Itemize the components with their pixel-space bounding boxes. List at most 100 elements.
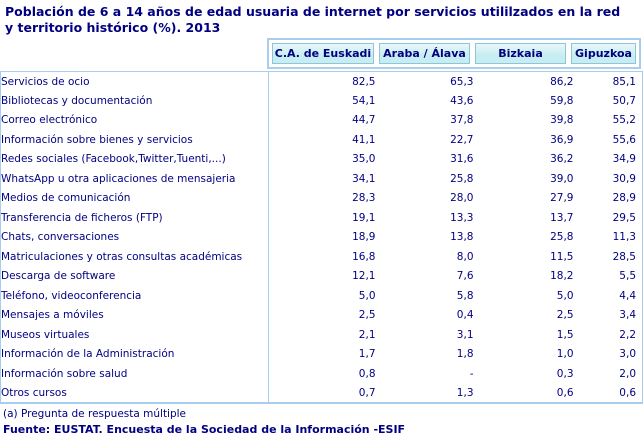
column-header-araba: Araba / Álava: [379, 43, 470, 64]
data-table: Servicios de ocio 82,5 65,3 86,2 85,1 Bi…: [0, 71, 643, 404]
row-label: Chats, conversaciones: [0, 227, 269, 247]
row-label: Bibliotecas y documentación: [0, 91, 269, 111]
value-cell: 5,8: [456, 289, 474, 302]
table-row: Transferencia de ficheros (FTP) 19,1 13,…: [0, 208, 643, 228]
value-cell: 34,1: [352, 172, 376, 185]
value-cell: -: [469, 367, 474, 380]
value-cell: 39,0: [550, 172, 574, 185]
value-cell: 0,6: [619, 386, 636, 399]
value-cell: 1,0: [556, 348, 574, 361]
row-label: Información de la Administración: [0, 344, 269, 364]
value-cell: 0,4: [456, 309, 474, 322]
value-cell: 39,8: [550, 114, 574, 127]
table-row: Descarga de software 12,1 7,6 18,2 5,5: [0, 266, 643, 286]
value-cell: 27,9: [550, 192, 574, 205]
value-cell: 30,9: [612, 172, 636, 185]
row-label: Medios de comunicación: [0, 188, 269, 208]
value-cell: 1,7: [358, 348, 376, 361]
value-cell: 5,0: [556, 289, 574, 302]
row-label: Transferencia de ficheros (FTP): [0, 208, 269, 228]
value-cell: 12,1: [352, 270, 376, 283]
value-cell: 2,0: [619, 367, 636, 380]
row-label: Redes sociales (Facebook,Twitter,Tuenti,…: [0, 149, 269, 169]
value-cell: 0,8: [358, 367, 376, 380]
table-row: Correo electrónico 44,7 37,8 39,8 55,2: [0, 110, 643, 130]
row-label: Otros cursos: [0, 383, 269, 403]
table-row: Información sobre bienes y servicios 41,…: [0, 130, 643, 150]
table-row: Museos virtuales 2,1 3,1 1,5 2,2: [0, 325, 643, 345]
value-cell: 16,8: [352, 250, 376, 263]
value-cell: 55,2: [612, 114, 636, 127]
value-cell: 1,8: [456, 348, 474, 361]
value-cell: 0,3: [556, 367, 574, 380]
row-label: Museos virtuales: [0, 325, 269, 345]
row-label: Información sobre salud: [0, 364, 269, 384]
table-row: Bibliotecas y documentación 54,1 43,6 59…: [0, 91, 643, 111]
row-label: Descarga de software: [0, 266, 269, 286]
page-title: Población de 6 a 14 años de edad usuaria…: [5, 4, 641, 36]
value-cell: 4,4: [619, 289, 636, 302]
value-cell: 86,2: [550, 75, 574, 88]
value-cell: 50,7: [612, 94, 636, 107]
value-cell: 13,3: [450, 211, 474, 224]
table-row: Medios de comunicación 28,3 28,0 27,9 28…: [0, 188, 643, 208]
table-row: Información de la Administración 1,7 1,8…: [0, 344, 643, 364]
value-cell: 31,6: [450, 153, 474, 166]
row-label: WhatsApp u otra aplicaciones de mensajer…: [0, 169, 269, 189]
value-cell: 25,8: [550, 231, 574, 244]
row-label: Mensajes a móviles: [0, 305, 269, 325]
column-header-gipuzkoa: Gipuzkoa: [571, 43, 636, 64]
value-cell: 55,6: [612, 133, 636, 146]
value-cell: 1,3: [456, 386, 474, 399]
value-cell: 18,2: [550, 270, 574, 283]
source-line: Fuente: EUSTAT. Encuesta de la Sociedad …: [3, 423, 406, 436]
table-row: Servicios de ocio 82,5 65,3 86,2 85,1: [0, 71, 643, 91]
value-cell: 59,8: [550, 94, 574, 107]
value-cell: 82,5: [352, 75, 376, 88]
table-row: Mensajes a móviles 2,5 0,4 2,5 3,4: [0, 305, 643, 325]
value-cell: 28,5: [612, 250, 636, 263]
value-cell: 28,0: [450, 192, 474, 205]
value-cell: 22,7: [450, 133, 474, 146]
territory-header-row: C.A. de Euskadi Araba / Álava Bizkaia Gi…: [267, 38, 641, 69]
value-cell: 2,1: [358, 328, 376, 341]
table-row: Matriculaciones y otras consultas académ…: [0, 247, 643, 267]
row-label: Teléfono, videoconferencia: [0, 286, 269, 306]
value-cell: 28,3: [352, 192, 376, 205]
value-cell: 44,7: [352, 114, 376, 127]
value-cell: 3,1: [456, 328, 474, 341]
value-cell: 43,6: [450, 94, 474, 107]
table-row: Otros cursos 0,7 1,3 0,6 0,6: [0, 383, 643, 403]
value-cell: 28,9: [612, 192, 636, 205]
value-cell: 41,1: [352, 133, 376, 146]
value-cell: 7,6: [456, 270, 474, 283]
row-label: Información sobre bienes y servicios: [0, 130, 269, 150]
row-label: Servicios de ocio: [0, 71, 269, 91]
value-cell: 0,7: [358, 386, 376, 399]
value-cell: 85,1: [612, 75, 636, 88]
value-cell: 5,5: [619, 270, 636, 283]
table-row: WhatsApp u otra aplicaciones de mensajer…: [0, 169, 643, 189]
value-cell: 36,2: [550, 153, 574, 166]
table-row: Redes sociales (Facebook,Twitter,Tuenti,…: [0, 149, 643, 169]
value-cell: 65,3: [450, 75, 474, 88]
value-cell: 18,9: [352, 231, 376, 244]
value-cell: 34,9: [612, 153, 636, 166]
value-cell: 11,3: [612, 231, 636, 244]
table-row: Teléfono, videoconferencia 5,0 5,8 5,0 4…: [0, 286, 643, 306]
value-cell: 2,2: [619, 328, 636, 341]
value-cell: 19,1: [352, 211, 376, 224]
page-title-line1: Población de 6 a 14 años de edad usuaria…: [5, 4, 621, 19]
row-label: Matriculaciones y otras consultas académ…: [0, 247, 269, 267]
value-cell: 3,0: [619, 348, 636, 361]
value-cell: 37,8: [450, 114, 474, 127]
value-cell: 13,7: [550, 211, 574, 224]
table-row: Chats, conversaciones 18,9 13,8 25,8 11,…: [0, 227, 643, 247]
value-cell: 2,5: [358, 309, 376, 322]
value-cell: 5,0: [358, 289, 376, 302]
value-cell: 25,8: [450, 172, 474, 185]
table-row: Información sobre salud 0,8 - 0,3 2,0: [0, 364, 643, 384]
row-label: Correo electrónico: [0, 110, 269, 130]
value-cell: 0,6: [556, 386, 574, 399]
column-header-euskadi: C.A. de Euskadi: [272, 43, 374, 64]
